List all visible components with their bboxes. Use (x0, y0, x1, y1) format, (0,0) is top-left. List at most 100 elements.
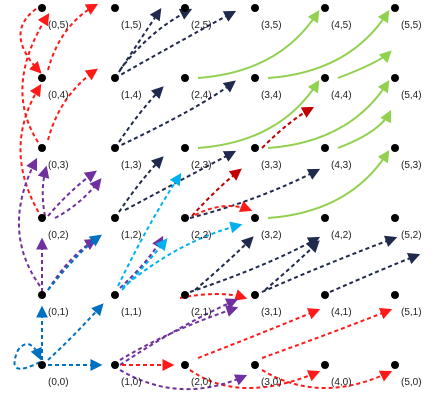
node-label-1-0: (1,0) (121, 377, 142, 388)
node-label-0-2: (0,2) (48, 230, 69, 241)
edge-0-2-to-1-2b (54, 178, 102, 219)
node-0-3 (38, 144, 46, 152)
node-label-1-2: (1,2) (121, 230, 142, 241)
edge-0-0-self-loop (13, 343, 42, 370)
node-label-2-0: (2,0) (191, 377, 212, 388)
node-label-5-0: (5,0) (401, 377, 422, 388)
edge-1-2-to-2-3 (114, 156, 164, 219)
node-0-0 (38, 361, 46, 369)
node-label-5-3: (5,3) (401, 160, 422, 171)
node-4-4 (321, 74, 329, 82)
node-label-3-2: (3,2) (261, 230, 282, 241)
edge-1-0-to-3-1 (119, 298, 239, 366)
edges-red (19, 3, 393, 389)
edges-darkred (191, 106, 315, 217)
node-0-2 (38, 214, 46, 222)
node-3-4 (251, 74, 259, 82)
node-label-2-1: (2,1) (191, 307, 212, 318)
node-1-5 (111, 4, 119, 12)
edge-2-2-to-4-3 (189, 168, 321, 219)
edge-0-5-loop (19, 4, 43, 74)
edge-0-1-to-1-3 (18, 157, 41, 287)
edges-cyan (117, 173, 243, 291)
node-5-1 (391, 291, 399, 299)
edges-blue (13, 234, 104, 371)
node-2-1 (181, 291, 189, 299)
node-0-1 (38, 291, 46, 299)
edge-2-2-to-4-3r (194, 200, 253, 216)
node-5-3 (391, 144, 399, 152)
node-label-2-5: (2,5) (191, 20, 212, 31)
node-label-0-5: (0,5) (48, 20, 69, 31)
node-0-5 (38, 4, 46, 12)
node-label-3-5: (3,5) (261, 20, 282, 31)
edge-3-3-to-5-4 (267, 79, 390, 149)
node-label-0-3: (0,3) (48, 160, 69, 171)
node-label-5-2: (5,2) (401, 230, 422, 241)
node-4-2 (321, 214, 329, 222)
node-label-4-2: (4,2) (331, 230, 352, 241)
edge-2-3-to-4-4 (197, 79, 320, 149)
node-label-0-1: (0,1) (48, 307, 69, 318)
node-5-4 (391, 74, 399, 82)
edge-1-4-to-2-5 (114, 8, 162, 79)
node-label-5-4: (5,4) (401, 90, 422, 101)
node-label-3-4: (3,4) (261, 90, 282, 101)
edge-0-2-to-1-3 (47, 170, 97, 217)
nodes: (0,0) (1,0) (2,0) (3,0) (4,0) (5,0) (0,1) (1,1)… (38, 4, 422, 388)
node-label-3-1: (3,1) (261, 307, 282, 318)
edges-green (197, 9, 392, 219)
edge-1-0-to-2-0b (119, 369, 248, 391)
edge-0-2-to-0-3 (37, 165, 50, 217)
edge-1-1-to-2-3 (179, 289, 248, 301)
node-1-3 (111, 144, 119, 152)
node-label-1-3: (1,3) (121, 160, 142, 171)
node-label-2-3: (2,3) (191, 160, 212, 171)
edge-3-2-to-5-3 (267, 149, 390, 219)
node-2-5 (181, 4, 189, 12)
node-label-4-4: (4,4) (331, 90, 352, 101)
edge-1-1-to-2-3c (117, 173, 182, 287)
edge-2-4-to-4-5 (197, 9, 320, 79)
node-label-4-3: (4,3) (331, 160, 352, 171)
node-3-5 (251, 4, 259, 12)
node-1-4 (111, 74, 119, 82)
node-1-0 (111, 361, 119, 369)
node-2-2 (181, 214, 189, 222)
edge-3-1-to-4-2 (264, 240, 320, 291)
node-3-1 (251, 291, 259, 299)
edge-3-4-to-5-5 (267, 9, 390, 79)
edge-0-4-to-1-5 (47, 3, 99, 71)
node-4-3 (321, 144, 329, 152)
node-label-2-4: (2,4) (191, 90, 212, 101)
node-4-1 (321, 291, 329, 299)
edge-0-0-to-1-1 (47, 303, 104, 361)
node-2-4 (181, 74, 189, 82)
edge-2-0-to-4-0 (189, 369, 321, 389)
node-3-0 (251, 361, 259, 369)
node-label-4-0: (4,0) (331, 377, 352, 388)
node-label-3-0: (3,0) (261, 377, 282, 388)
edge-2-1-to-3-2 (194, 236, 254, 291)
node-2-0 (181, 361, 189, 369)
edge-3-1-to-5-2 (261, 235, 398, 293)
node-label-4-1: (4,1) (331, 307, 352, 318)
edge-3-3-to-4-4 (261, 106, 315, 149)
edge-1-4-to-2-5b (119, 8, 193, 71)
edges (13, 3, 421, 391)
node-label-4-5: (4,5) (331, 20, 352, 31)
edge-1-3-to-2-4 (114, 86, 164, 149)
node-5-0 (391, 361, 399, 369)
node-2-3 (181, 144, 189, 152)
edge-1-1-to-2-2c (121, 238, 168, 291)
node-0-4 (38, 74, 46, 82)
node-label-0-0: (0,0) (48, 377, 69, 388)
edge-4-4-to-5-4 (337, 50, 392, 79)
node-3-2 (251, 214, 259, 222)
edge-2-0-to-4-1 (197, 308, 321, 359)
node-label-0-4: (0,4) (48, 90, 69, 101)
node-label-3-3: (3,3) (261, 160, 282, 171)
edge-2-1-to-4-2 (189, 236, 321, 293)
